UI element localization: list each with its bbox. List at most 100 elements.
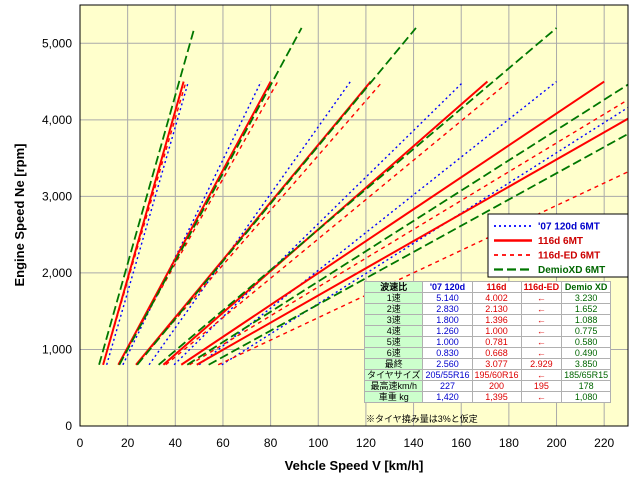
spec-row-label: 最高速km/h	[363, 380, 424, 392]
gear-line	[221, 106, 628, 366]
y-tick-label: 3,000	[42, 189, 72, 203]
x-tick-label: 80	[264, 436, 278, 450]
x-tick-label: 60	[216, 436, 230, 450]
x-tick-label: 140	[404, 436, 424, 450]
spec-cell: ←	[520, 369, 563, 381]
spec-cell: 1.396	[471, 314, 522, 326]
spec-cell: 227	[422, 380, 473, 392]
spec-cell: 1.260	[422, 325, 473, 337]
spec-cell: 1,420	[422, 391, 473, 403]
spec-cell: 195/60R16	[471, 369, 522, 381]
x-tick-labels: 0 20 40 60 80 100 120 140 160 180 200 220	[77, 436, 615, 450]
legend-box	[487, 213, 629, 278]
x-tick-label: 20	[121, 436, 135, 450]
spec-cell: '07 120d	[422, 281, 473, 293]
x-tick-label: 200	[547, 436, 567, 450]
x-tick-label: 160	[451, 436, 471, 450]
spec-cell: 1.088	[561, 314, 612, 326]
spec-cell: 1.800	[422, 314, 473, 326]
gear-line	[98, 27, 196, 366]
spec-row: 5速 1.000 0.781 ← 0.580	[363, 336, 612, 348]
gear-line	[158, 27, 558, 366]
spec-cell: 1.652	[561, 303, 612, 315]
x-tick-label: 120	[356, 436, 376, 450]
gear-line	[117, 81, 279, 366]
spec-cell: 1.000	[422, 336, 473, 348]
y-tick-labels: 0 1,000 2,000 3,000 4,000 5,000	[42, 36, 72, 433]
legend: '07 120d 6MT 116d 6MT 116d-ED 6MT DemioXD 6…	[487, 213, 629, 278]
x-tick-label: 100	[308, 436, 328, 450]
x-tick-label: 180	[499, 436, 519, 450]
spec-cell: 3.077	[471, 358, 522, 370]
x-tick-label: 40	[169, 436, 183, 450]
spec-cell: 5.140	[422, 292, 473, 304]
spec-cell: 0.490	[561, 347, 612, 359]
spec-cell: 1,395	[471, 391, 522, 403]
spec-row-label: 2速	[363, 303, 424, 315]
y-axis-label: Engine Speed Ne [rpm]	[12, 143, 27, 286]
y-tick-label: 1,000	[42, 342, 72, 356]
gear-line	[180, 80, 605, 366]
spec-cell: ←	[520, 391, 563, 403]
spec-cell: 0.781	[471, 336, 522, 348]
spec-row: 1速 5.140 4.002 ← 3.230	[363, 292, 612, 304]
spec-cell: 3.850	[561, 358, 612, 370]
gear-line	[165, 81, 510, 366]
spec-cell: 2.560	[422, 358, 473, 370]
spec-row: 車重 kg 1,420 1,395 ← 1,080	[363, 391, 612, 403]
legend-label: DemioXD 6MT	[538, 265, 605, 276]
spec-cell: ←	[520, 292, 563, 304]
gear-line	[136, 27, 417, 366]
legend-label: 116d 6MT	[538, 236, 583, 247]
spec-cell: 205/55R16	[422, 369, 473, 381]
y-tick-label: 4,000	[42, 113, 72, 127]
x-axis-label: Vehcle Speed V [km/h]	[285, 458, 424, 473]
gear-line	[196, 117, 628, 366]
spec-row-label: 3速	[363, 314, 424, 326]
spec-cell: 178	[561, 380, 612, 392]
gear-line	[162, 80, 489, 366]
spec-cell: ←	[520, 314, 563, 326]
spec-table-note: ※タイヤ撓み量は3%と仮定	[366, 414, 478, 424]
spec-cell: 0.580	[561, 336, 612, 348]
gear-line	[117, 81, 272, 366]
spec-cell: 4.002	[471, 292, 522, 304]
spec-row: 4速 1.260 1.000 ← 0.775	[363, 325, 612, 337]
spec-cell: 2.929	[520, 358, 563, 370]
spec-row-label: 1速	[363, 292, 424, 304]
series-group	[106, 80, 628, 366]
legend-label: 116d-ED 6MT	[538, 251, 600, 262]
spec-row: 最高速km/h 227 200 195 178	[363, 380, 612, 392]
gear-line	[208, 132, 628, 366]
spec-cell: 1,080	[561, 391, 612, 403]
gear-line	[198, 80, 557, 366]
spec-row-label: 5速	[363, 336, 424, 348]
y-tick-label: 2,000	[42, 266, 72, 280]
spec-table: 波速比 '07 120d 116d 116d-ED Demio XD 1速 5.140 4.0…	[363, 281, 612, 403]
spec-cell: ←	[520, 347, 563, 359]
spec-cell: 0.830	[422, 347, 473, 359]
spec-row: タイヤサイズ 205/55R16 195/60R16 ← 185/65R15	[363, 369, 612, 381]
gear-line	[135, 81, 384, 366]
gear-line	[118, 27, 303, 366]
spec-row-label: 6速	[363, 347, 424, 359]
spec-cell: 116d	[471, 281, 522, 293]
spec-cell: ←	[520, 325, 563, 337]
spec-cell: 0.668	[471, 347, 522, 359]
spec-row: 3速 1.800 1.396 ← 1.088	[363, 314, 612, 326]
x-tick-label: 220	[594, 436, 614, 450]
gear-line	[102, 81, 187, 365]
spec-row: 6速 0.830 0.668 ← 0.490	[363, 347, 612, 359]
spec-cell: 185/65R15	[561, 369, 612, 381]
x-tick-label: 0	[77, 436, 84, 450]
gear-line	[106, 81, 190, 365]
spec-row-label: 4速	[363, 325, 424, 337]
series-group	[102, 81, 628, 366]
spec-cell: 3.230	[561, 292, 612, 304]
spec-row-label: 車重 kg	[363, 391, 424, 403]
series-group	[98, 27, 628, 366]
legend-label: '07 120d 6MT	[538, 222, 600, 233]
spec-row-label: 最終	[363, 358, 424, 370]
spec-cell: 2.830	[422, 303, 473, 315]
